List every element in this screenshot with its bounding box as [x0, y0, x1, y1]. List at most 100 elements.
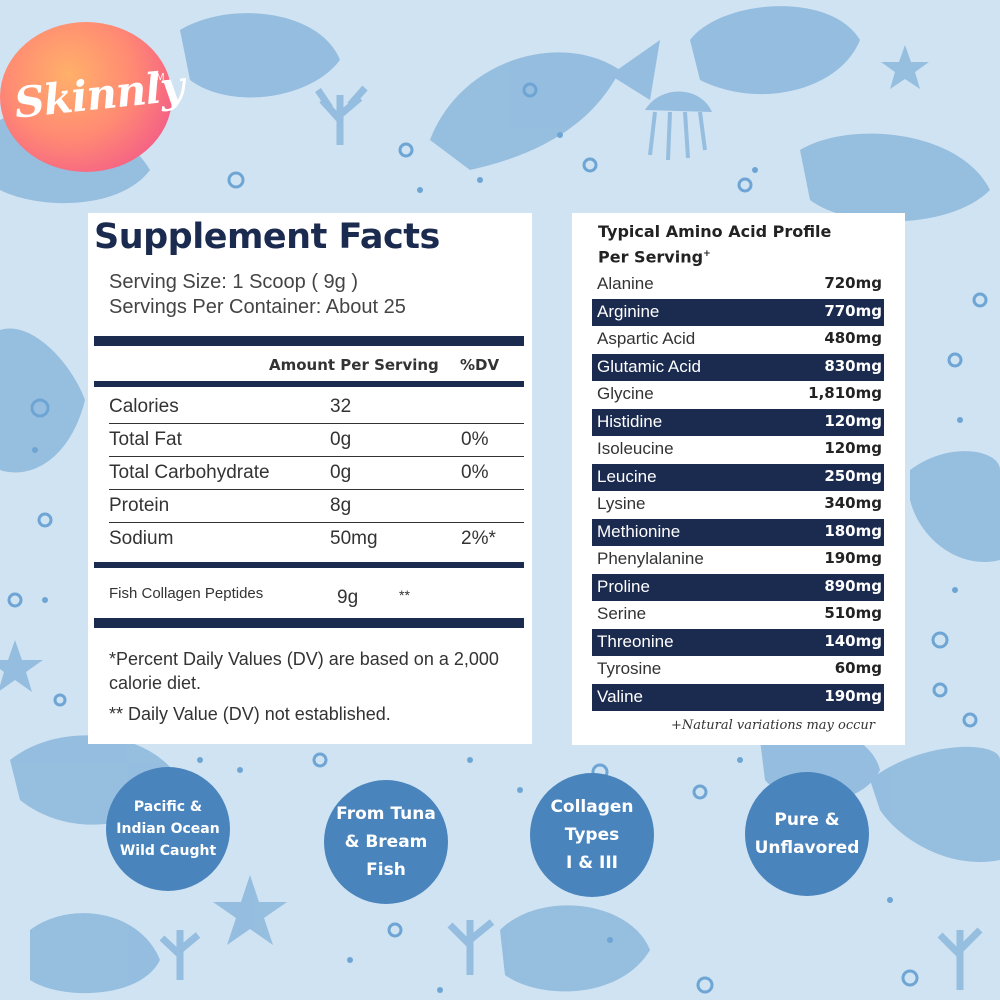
- fish-icon: [180, 13, 340, 98]
- nutrition-row: Protein 8g: [109, 490, 524, 523]
- badge-text: Pure & Unflavored: [754, 810, 860, 858]
- nutrient-dv: 0%: [461, 429, 489, 450]
- supplement-facts-title: Supplement Facts: [94, 217, 440, 257]
- brand-logo: Skinnly TM: [0, 22, 186, 172]
- fish-icon: [500, 905, 650, 992]
- fish-icon: [690, 6, 860, 95]
- nutrient-amount: 50mg: [330, 528, 378, 549]
- amino-acid-row: Proline 890mg: [592, 573, 884, 601]
- coral-icon: [159, 930, 201, 980]
- nutrition-row: Calories 32: [109, 391, 524, 424]
- badge-text: Collagen Types I & III: [550, 797, 634, 873]
- fish-icon: [910, 451, 1000, 562]
- nutrition-row: Total Carbohydrate 0g 0%: [109, 457, 524, 490]
- collagen-amount: 9g: [337, 587, 359, 608]
- amino-acid-panel: Typical Amino Acid Profile Per Serving+ …: [572, 213, 905, 745]
- amino-acid-row: Lysine 340mg: [592, 491, 884, 518]
- jellyfish-icon: [645, 91, 712, 112]
- serving-size: Serving Size: 1 Scoop ( 9g ): [109, 271, 359, 293]
- amino-acid-row: Serine 510mg: [592, 601, 884, 628]
- amino-acid-name: Arginine: [597, 301, 660, 321]
- nutrient-amount: 0g: [330, 429, 352, 450]
- nutrient-name: Protein: [109, 495, 170, 516]
- fish-icon: [870, 746, 1000, 862]
- amino-title-line2: Per Serving: [598, 247, 704, 267]
- nutrient-dv: 2%*: [461, 528, 496, 549]
- nutrient-name: Total Carbohydrate: [109, 462, 270, 483]
- amino-acid-name: Tyrosine: [597, 659, 662, 678]
- coral-icon: [447, 919, 495, 975]
- nutrient-amount: 8g: [330, 495, 352, 516]
- amino-acid-name: Isoleucine: [597, 439, 674, 458]
- amino-acid-value: 180mg: [824, 521, 882, 540]
- fish-icon: [610, 40, 660, 100]
- amino-acid-name: Valine: [597, 686, 643, 706]
- amino-acid-row: Methionine 180mg: [592, 518, 884, 546]
- badge-fish-source: From Tuna & Bream Fish: [324, 780, 448, 904]
- amino-acid-value: 510mg: [824, 604, 882, 622]
- divider: [94, 381, 524, 387]
- nutrition-row: Sodium 50mg 2%*: [109, 523, 524, 556]
- collagen-name: Fish Collagen Peptides: [109, 585, 264, 602]
- amino-acid-row: Glutamic Acid 830mg: [592, 353, 884, 381]
- amino-acid-row: Alanine 720mg: [592, 271, 884, 298]
- dv-header: %DV: [460, 356, 500, 374]
- amino-acid-value: 140mg: [824, 631, 882, 650]
- amino-acid-name: Leucine: [597, 466, 657, 486]
- divider: [94, 562, 524, 568]
- fish-icon: [800, 133, 990, 222]
- amino-acid-row: Glycine 1,810mg: [592, 381, 884, 408]
- amino-acid-value: 340mg: [824, 494, 882, 512]
- amino-acid-value: 190mg: [824, 549, 882, 567]
- trademark-mark: TM: [150, 72, 165, 83]
- amino-acid-name: Proline: [597, 576, 650, 596]
- amino-acid-value: 1,810mg: [808, 384, 882, 402]
- amino-acid-row: Phenylalanine 190mg: [592, 546, 884, 573]
- amino-acid-name: Lysine: [597, 494, 646, 513]
- amino-acid-row: Tyrosine 60mg: [592, 656, 884, 683]
- amino-title-line1: Typical Amino Acid Profile: [598, 222, 832, 241]
- amino-title-mark: +: [703, 249, 711, 259]
- nutrient-name: Sodium: [109, 528, 174, 549]
- footnote-dv: *Percent Daily Values (DV) are based on …: [109, 649, 499, 693]
- amino-acid-name: Glutamic Acid: [597, 356, 701, 376]
- nutrition-row: Total Fat 0g 0%: [109, 424, 524, 457]
- amino-acid-value: 250mg: [824, 466, 882, 485]
- amino-acid-value: 120mg: [824, 439, 882, 457]
- amino-acid-value: 770mg: [824, 301, 882, 320]
- divider: [94, 618, 524, 628]
- amino-acid-value: 480mg: [824, 329, 882, 347]
- footnote-not-established: ** Daily Value (DV) not established.: [109, 704, 391, 724]
- badge-collagen-types: Collagen Types I & III: [530, 773, 654, 897]
- servings-per-container: Servings Per Container: About 25: [109, 296, 406, 318]
- amount-per-serving-header: Amount Per Serving: [269, 356, 439, 374]
- badge-text: From Tuna & Bream Fish: [336, 804, 436, 880]
- amino-acid-name: Glycine: [597, 384, 654, 403]
- collagen-row: Fish Collagen Peptides 9g **: [109, 585, 524, 613]
- amino-acid-row: Arginine 770mg: [592, 298, 884, 326]
- badge-pure-unflavored: Pure & Unflavored: [745, 772, 869, 896]
- amino-acid-name: Threonine: [597, 631, 674, 651]
- amino-acid-row: Isoleucine 120mg: [592, 436, 884, 463]
- amino-acid-row: Histidine 120mg: [592, 408, 884, 436]
- jellyfish-icon: [648, 111, 707, 161]
- fish-icon: [430, 52, 620, 170]
- amino-acid-title: Typical Amino Acid Profile Per Serving+: [598, 221, 888, 268]
- fish-icon: [30, 913, 160, 994]
- serving-info: Serving Size: 1 Scoop ( 9g ) Servings Pe…: [109, 270, 406, 320]
- amino-acid-value: 720mg: [824, 274, 882, 292]
- coral-icon: [937, 927, 983, 990]
- amino-acid-name: Aspartic Acid: [597, 329, 696, 348]
- amino-acid-row: Aspartic Acid 480mg: [592, 326, 884, 353]
- amino-acid-value: 120mg: [824, 411, 882, 430]
- amino-acid-row: Threonine 140mg: [592, 628, 884, 656]
- amino-acid-name: Methionine: [597, 521, 681, 541]
- amino-acid-name: Histidine: [597, 411, 663, 431]
- starfish-icon: [0, 640, 43, 692]
- amino-acid-name: Serine: [597, 604, 647, 623]
- amino-acid-name: Alanine: [597, 274, 654, 293]
- nutrient-name: Total Fat: [109, 429, 182, 450]
- coral-icon: [315, 85, 368, 145]
- amino-acid-name: Phenylalanine: [597, 549, 704, 568]
- bubble-icon: [7, 82, 988, 994]
